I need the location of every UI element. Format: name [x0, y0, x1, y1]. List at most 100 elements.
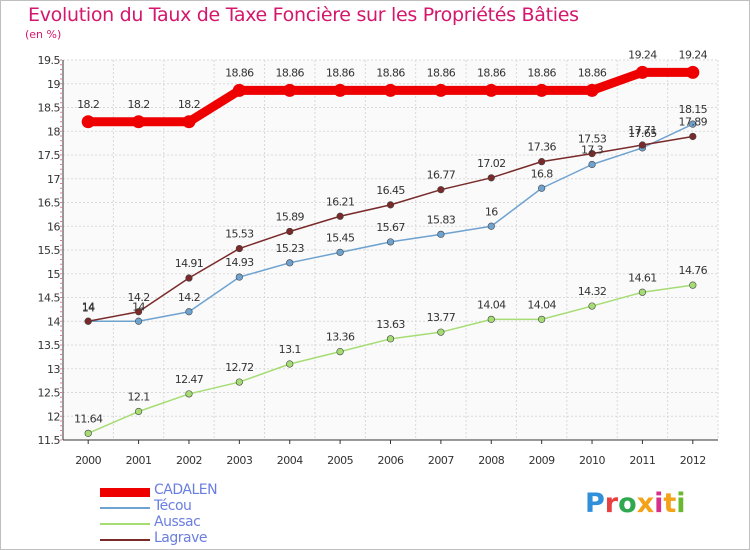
data-point-aussac	[336, 348, 344, 356]
data-label-cadalen: 18.86	[527, 66, 556, 79]
y-tick-label: 13	[47, 363, 60, 376]
legend-swatch-cadalen	[100, 488, 150, 497]
y-tick-label: 19	[47, 78, 60, 91]
data-point-técou	[134, 317, 143, 325]
x-tick-label: 2005	[327, 454, 353, 467]
data-label-cadalen: 18.86	[326, 66, 355, 79]
data-label-aussac: 13.63	[376, 318, 405, 331]
data-point-lagrave	[235, 244, 243, 253]
data-label-técou: 16.8	[531, 167, 554, 180]
x-tick-label: 2002	[176, 454, 202, 467]
data-point-lagrave	[84, 317, 92, 325]
logo-letter: t	[663, 488, 677, 519]
x-tick-label: 2010	[579, 454, 605, 467]
data-label-lagrave: 16.77	[427, 169, 456, 182]
data-point-lagrave	[134, 308, 143, 316]
data-point-lagrave	[286, 227, 294, 236]
legend-label-aussac: Aussac	[154, 514, 201, 530]
data-label-lagrave: 14.91	[175, 257, 204, 270]
x-tick-label: 2009	[529, 454, 555, 467]
x-tick-label: 2011	[629, 454, 655, 467]
data-label-aussac: 11.64	[74, 412, 103, 425]
proxiti-logo: Proxiti	[585, 488, 686, 519]
data-label-lagrave: 15.89	[275, 210, 304, 223]
data-point-lagrave	[538, 158, 546, 166]
data-label-técou: 15.23	[275, 242, 304, 255]
logo-letter: o	[618, 488, 637, 519]
data-point-aussac	[538, 315, 546, 323]
data-point-técou	[689, 120, 697, 128]
data-label-lagrave: 14	[82, 300, 95, 313]
data-label-técou: 14.93	[225, 256, 254, 269]
data-label-técou: 17.65	[628, 127, 657, 140]
data-label-cadalen: 18.86	[376, 66, 405, 79]
data-point-aussac	[235, 378, 243, 386]
legend-swatch-lagrave	[100, 539, 150, 541]
data-label-aussac: 13.36	[326, 331, 355, 344]
data-point-cadalen	[635, 65, 649, 79]
chart-unit-label: (en %)	[25, 28, 62, 41]
data-label-cadalen: 18.2	[178, 98, 200, 111]
data-label-aussac: 12.1	[128, 391, 150, 404]
data-point-cadalen	[384, 83, 397, 97]
y-tick-label: 14.5	[38, 292, 61, 305]
y-tick-label: 17	[47, 173, 60, 186]
y-tick-label: 12	[47, 410, 60, 423]
data-label-aussac: 14.76	[679, 264, 708, 277]
y-tick-label: 15.5	[38, 244, 61, 257]
data-point-cadalen	[585, 83, 599, 97]
data-point-lagrave	[638, 141, 647, 149]
data-point-cadalen	[434, 83, 448, 97]
legend-swatch-tecou	[100, 507, 150, 509]
legend-swatch-aussac	[100, 523, 150, 525]
data-label-técou: 15.45	[326, 231, 355, 244]
data-label-cadalen: 18.86	[275, 66, 304, 79]
data-label-lagrave: 17.02	[477, 157, 506, 170]
data-label-técou: 14.2	[178, 291, 200, 304]
data-point-técou	[588, 160, 596, 169]
data-point-aussac	[437, 328, 445, 336]
data-point-cadalen	[484, 83, 498, 97]
x-tick-label: 2001	[126, 454, 152, 467]
legend-label-cadalen: CADALEN	[154, 482, 218, 498]
data-label-aussac: 12.47	[175, 373, 204, 386]
data-point-técou	[235, 273, 243, 281]
data-point-aussac	[638, 288, 647, 296]
data-point-lagrave	[588, 149, 596, 158]
logo-letter: i	[654, 488, 664, 519]
data-point-lagrave	[487, 174, 495, 182]
data-point-aussac	[185, 390, 193, 398]
data-label-aussac: 14.32	[578, 285, 607, 298]
data-label-aussac: 14.04	[477, 298, 506, 311]
y-tick-label: 18	[47, 125, 60, 138]
data-label-cadalen: 19.24	[679, 48, 708, 61]
data-point-cadalen	[333, 83, 347, 97]
data-point-cadalen	[81, 115, 95, 129]
legend-label-tecou: Técou	[154, 498, 192, 514]
data-point-técou	[286, 259, 294, 267]
logo-letter: r	[604, 488, 619, 519]
data-label-lagrave: 14.2	[128, 291, 150, 304]
y-tick-label: 19.5	[38, 54, 61, 67]
x-tick-label: 2007	[428, 454, 454, 467]
data-point-técou	[386, 238, 395, 246]
data-point-aussac	[689, 281, 697, 289]
data-label-lagrave: 16.45	[376, 184, 405, 197]
y-tick-label: 17.5	[38, 149, 61, 162]
y-tick-label: 14	[47, 315, 60, 328]
y-tick-label: 18.5	[38, 102, 61, 115]
data-label-técou: 16	[485, 205, 498, 218]
data-label-cadalen: 18.86	[427, 66, 456, 79]
logo-letter: P	[585, 488, 605, 519]
data-point-aussac	[588, 302, 596, 310]
data-point-técou	[487, 222, 495, 230]
logo-letter: x	[636, 488, 655, 519]
data-label-cadalen: 18.86	[578, 66, 607, 79]
data-label-lagrave: 17.53	[578, 133, 607, 146]
data-point-aussac	[487, 315, 495, 323]
data-label-cadalen: 18.86	[225, 66, 254, 79]
data-label-lagrave: 16.21	[326, 195, 355, 208]
data-point-lagrave	[185, 274, 193, 282]
data-label-cadalen: 18.2	[128, 98, 150, 111]
